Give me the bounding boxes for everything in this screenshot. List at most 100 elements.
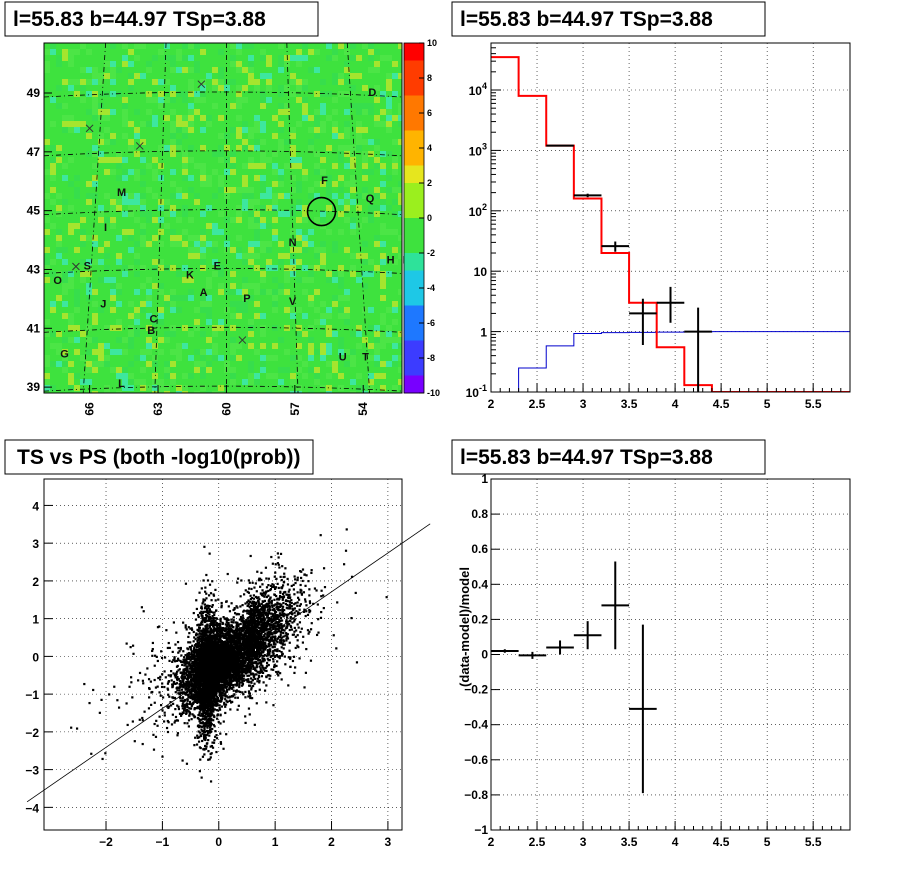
- map-cell: [146, 163, 152, 169]
- map-cell: [362, 109, 368, 115]
- map-cell: [272, 289, 278, 295]
- map-cell: [128, 343, 134, 349]
- scatter-point: [205, 745, 208, 748]
- map-cell: [290, 355, 296, 361]
- map-cell: [158, 217, 164, 223]
- scatter-point: [282, 629, 285, 632]
- map-cell: [134, 127, 140, 133]
- map-cell: [356, 205, 362, 211]
- map-cell: [62, 175, 68, 181]
- scatter-point: [242, 679, 246, 682]
- map-cell: [392, 91, 398, 97]
- map-cell: [314, 253, 320, 259]
- scatter-point: [268, 653, 271, 656]
- scatter-point: [296, 591, 299, 594]
- map-cell: [260, 367, 266, 373]
- map-cell: [104, 253, 110, 259]
- map-cell: [230, 151, 236, 157]
- scatter-point: [281, 605, 285, 608]
- scatter-point: [183, 703, 186, 706]
- map-cell: [80, 217, 86, 223]
- map-cell: [188, 157, 194, 163]
- map-cell: [188, 85, 194, 91]
- map-cell: [188, 127, 194, 133]
- map-cell: [176, 271, 182, 277]
- map-cell: [158, 265, 164, 271]
- map-cell: [260, 181, 266, 187]
- map-cell: [50, 223, 56, 229]
- scatter-point: [315, 633, 319, 637]
- map-cell: [98, 247, 104, 253]
- map-cell: [194, 253, 200, 259]
- map-cell: [128, 229, 134, 235]
- map-cell: [170, 151, 176, 157]
- scatter-point: [153, 664, 156, 667]
- scatter-point: [269, 624, 272, 627]
- scatter-point: [208, 583, 212, 586]
- map-source-label: F: [321, 175, 328, 187]
- scatter-point: [141, 742, 144, 746]
- map-cell: [80, 67, 86, 73]
- scatter-point: [280, 603, 283, 606]
- map-cell: [368, 55, 374, 61]
- map-cell: [68, 379, 74, 385]
- map-cell: [134, 259, 140, 265]
- map-cell: [308, 145, 314, 151]
- map-cell: [182, 127, 188, 133]
- map-cell: [242, 379, 248, 385]
- map-cell: [236, 301, 242, 307]
- scatter-point: [277, 586, 280, 590]
- map-cell: [134, 73, 140, 79]
- map-cell: [224, 157, 230, 163]
- map-cell: [194, 319, 200, 325]
- map-cell: [158, 307, 164, 313]
- map-cell: [182, 385, 188, 391]
- colorbar-band: [404, 288, 424, 306]
- map-cell: [338, 205, 344, 211]
- map-cell: [260, 313, 266, 319]
- scatter-point: [271, 626, 274, 629]
- map-cell: [116, 349, 122, 355]
- map-cell: [176, 187, 182, 193]
- map-cell: [290, 175, 296, 181]
- map-cell: [176, 91, 182, 97]
- map-cell: [332, 73, 338, 79]
- map-cell: [176, 115, 182, 121]
- map-cell: [320, 241, 326, 247]
- map-cell: [86, 361, 92, 367]
- map-cell: [200, 145, 206, 151]
- map-cell: [278, 289, 284, 295]
- map-cell: [350, 217, 356, 223]
- scatter-point: [199, 714, 202, 717]
- scatter-point: [236, 677, 239, 680]
- map-cell: [350, 85, 356, 91]
- map-cell: [80, 121, 86, 127]
- map-cell: [296, 121, 302, 127]
- map-cell: [254, 229, 260, 235]
- map-cell: [116, 325, 122, 331]
- map-cell: [74, 307, 80, 313]
- map-cell: [74, 121, 80, 127]
- map-cell: [62, 103, 68, 109]
- map-cell: [386, 73, 392, 79]
- map-cell: [236, 133, 242, 139]
- map-cell: [92, 241, 98, 247]
- map-cell: [380, 277, 386, 283]
- map-cell: [206, 277, 212, 283]
- map-cell: [62, 271, 68, 277]
- scatter-point: [385, 596, 388, 599]
- map-cell: [374, 361, 380, 367]
- map-cell: [332, 181, 338, 187]
- scatter-point: [206, 638, 209, 641]
- scatter-point: [259, 616, 262, 619]
- map-cell: [236, 61, 242, 67]
- map-cell: [290, 307, 296, 313]
- map-cell: [164, 337, 170, 343]
- map-cell: [362, 271, 368, 277]
- scatter-point: [199, 681, 202, 684]
- scatter-point: [251, 612, 255, 615]
- map-cell: [146, 289, 152, 295]
- map-cell: [230, 349, 236, 355]
- map-cell: [248, 187, 254, 193]
- map-cell: [110, 367, 116, 373]
